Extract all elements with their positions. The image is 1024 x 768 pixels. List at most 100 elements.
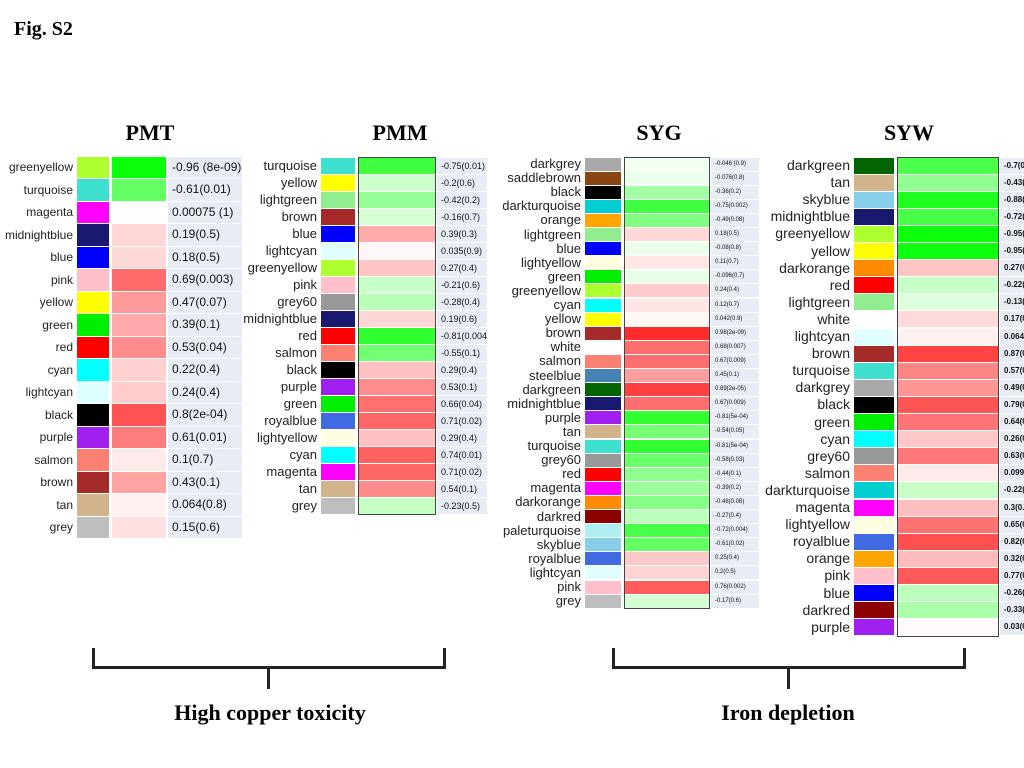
correlation-value: -0.16(0.7) (437, 208, 487, 225)
correlation-cell (625, 481, 709, 495)
correlation-value: -0.21(0.6) (437, 276, 487, 293)
module-name: saddlebrown (507, 171, 581, 186)
module-color-swatch (854, 208, 894, 225)
correlation-cell (359, 157, 435, 174)
module-color-swatch (77, 381, 109, 403)
correlation-cell (359, 310, 435, 327)
module-name: turquoise (263, 158, 317, 173)
correlation-value: -0.22(0.5) (1000, 482, 1024, 499)
correlation-cell (359, 259, 435, 276)
module-name: midnightblue (507, 396, 581, 411)
module-color-swatch (854, 499, 894, 516)
correlation-value: 0.74(0.01) (437, 446, 487, 463)
module-color-swatch (854, 465, 894, 482)
correlation-cell (898, 585, 998, 602)
module-color-swatch (585, 256, 621, 270)
module-color-swatch (854, 294, 894, 311)
correlation-value: 0.54(0.1) (437, 480, 487, 497)
module-name: lightcyan (25, 385, 73, 399)
correlation-cell (359, 395, 435, 412)
correlation-value: 0.00075 (1) (168, 201, 242, 223)
correlation-value: 0.98(2e-09) (711, 326, 759, 340)
correlation-cell (359, 276, 435, 293)
correlation-value: 0.19(0.5) (168, 224, 242, 246)
correlation-cell (359, 242, 435, 259)
correlation-value: -0.7(0.02) (1000, 157, 1024, 174)
correlation-cell (625, 495, 709, 509)
correlation-value: -0.72(0.02) (1000, 208, 1024, 225)
module-color-swatch (77, 291, 109, 313)
correlation-cell (625, 453, 709, 467)
correlation-cell (625, 524, 709, 538)
module-name: turquoise (527, 439, 581, 453)
correlation-value: -0.81(0.004) (437, 327, 487, 344)
correlation-value: -0.22(0.5) (1000, 277, 1024, 294)
correlation-cell (898, 499, 998, 516)
correlation-cell (625, 157, 709, 171)
module-name: tan (56, 497, 73, 512)
correlation-cell (112, 494, 166, 516)
module-color-swatch (854, 379, 894, 396)
correlation-value: -0.58(0.03) (711, 453, 759, 467)
correlation-value: -0.44(0.1) (711, 467, 759, 481)
module-color-swatch (585, 580, 621, 594)
module-name: grey (555, 594, 581, 609)
correlation-value: 0.32(0.4) (1000, 550, 1024, 567)
correlation-cell (112, 449, 166, 471)
correlation-cell (898, 225, 998, 242)
correlation-cell (625, 326, 709, 340)
correlation-value: -0.076(0.8) (711, 171, 759, 185)
module-name: red (562, 467, 581, 482)
correlation-cell (625, 185, 709, 199)
correlation-cell (625, 213, 709, 227)
module-color-swatch (321, 225, 355, 242)
correlation-value: 0.45(0.1) (711, 369, 759, 383)
module-name: magenta (530, 481, 581, 496)
correlation-cell (359, 463, 435, 480)
panel-title-pmt: PMT (125, 120, 175, 145)
module-color-swatch (77, 156, 109, 178)
module-color-swatch (77, 404, 109, 426)
module-name: green (814, 413, 850, 430)
module-name: tan (562, 424, 581, 439)
correlation-value: -0.95(7e-05) (1000, 243, 1024, 260)
correlation-value: -0.36(0.2) (711, 185, 759, 199)
correlation-cell (625, 439, 709, 453)
module-name: purple (39, 430, 73, 444)
module-name: skyblue (536, 537, 581, 552)
module-color-swatch (854, 619, 894, 636)
bracket-stem-iron-depletion (787, 667, 790, 689)
correlation-value: -0.81(5e-04) (711, 439, 759, 453)
correlation-value: 0.29(0.4) (437, 361, 487, 378)
module-color-swatch (77, 516, 109, 538)
correlation-cell (112, 426, 166, 448)
module-name: lightcyan (794, 328, 850, 344)
correlation-value: 0.27(0.5) (1000, 260, 1024, 277)
module-name: skyblue (802, 191, 850, 208)
correlation-cell (898, 550, 998, 567)
module-name: green (547, 269, 581, 284)
correlation-value: 0.24(0.4) (168, 381, 242, 403)
module-color-swatch (321, 480, 355, 497)
correlation-cell (359, 378, 435, 395)
correlation-cell (898, 567, 998, 584)
correlation-value: 0.87(0.001) (1000, 345, 1024, 362)
module-name: cyan (820, 430, 850, 447)
correlation-value: 0.39(0.1) (168, 314, 242, 336)
correlation-cell (112, 336, 166, 358)
correlation-value: -0.17(0.6) (711, 594, 759, 608)
correlation-value: 0.1(0.7) (168, 449, 242, 471)
correlation-cell (112, 246, 166, 268)
module-color-swatch (854, 225, 894, 242)
correlation-cell (898, 208, 998, 225)
module-name: steelblue (528, 368, 581, 383)
heatmap-panel-syg: darkgrey -0.046 (0.9) saddlebrown -0.076(0.… (488, 157, 759, 610)
correlation-cell (625, 354, 709, 368)
module-name: magenta (266, 464, 317, 479)
correlation-cell (359, 429, 435, 446)
panel-title-pmm: PMM (372, 120, 428, 145)
module-name: darkgrey (795, 379, 850, 396)
correlation-value: 0.27(0.4) (437, 259, 487, 276)
module-name: salmon (539, 354, 581, 369)
module-name: greenyellow (511, 283, 581, 298)
